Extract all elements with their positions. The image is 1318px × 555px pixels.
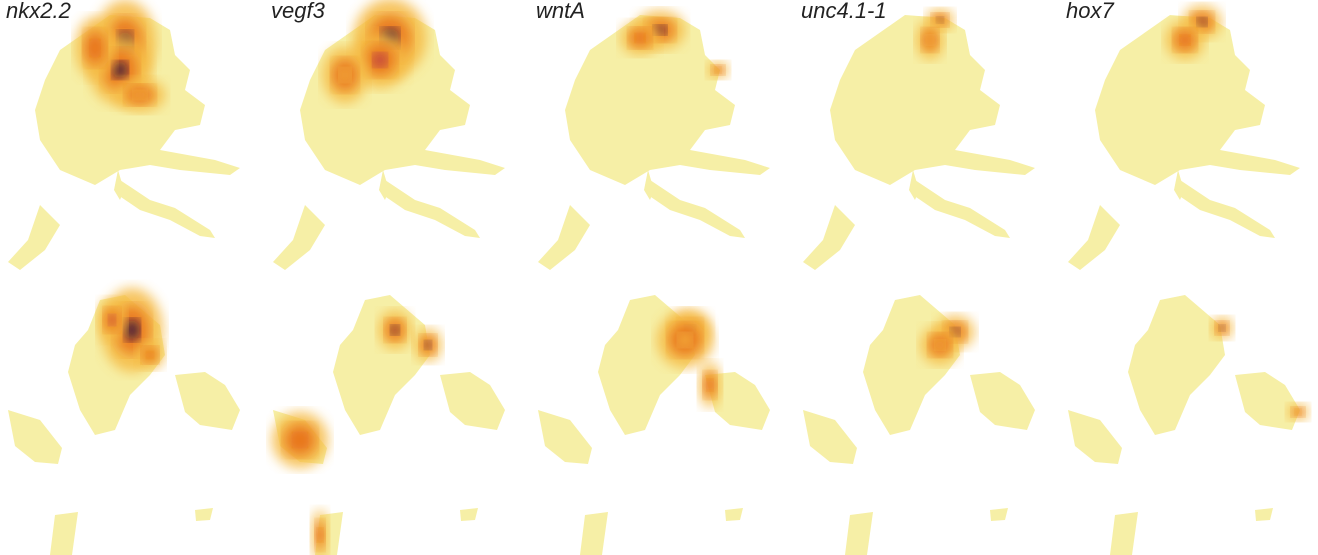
expression-peak [146,351,154,359]
gene-title: wntA [536,0,585,23]
cell-cloud [333,295,430,435]
cell-cloud [50,512,78,555]
cell-cloud [1110,512,1138,555]
cell-cloud [845,512,873,555]
cell-cloud [538,410,592,464]
expression-peak [926,35,934,45]
expression-peak [935,340,945,350]
expression-peak [133,90,147,100]
expression-peak [108,314,116,326]
cell-cloud [538,205,590,270]
cell-cloud [1095,15,1300,185]
cell-cloud [460,508,478,521]
cell-cloud [1255,508,1273,521]
gene-title: vegf3 [271,0,325,23]
umap-panel-0: nkx2.2 [0,0,264,555]
cell-cloud [990,508,1008,521]
expression-peak [678,333,692,347]
cell-cloud [1068,205,1120,270]
cell-cloud [803,410,857,464]
cell-cloud [1068,410,1122,464]
cell-cloud [1178,180,1275,238]
cell-cloud [273,205,325,270]
expression-peak [124,319,140,341]
cell-cloud [175,372,240,430]
expression-peak [707,379,713,391]
cell-cloud [1128,295,1225,435]
umap-plot [538,10,770,555]
cell-cloud [195,508,213,521]
cell-cloud [644,170,654,200]
umap-panel-2: wntA [530,0,794,555]
cell-cloud [913,180,1010,238]
cell-cloud [909,170,919,200]
umap-plot [8,0,240,555]
cell-cloud [1235,372,1300,430]
expression-peak [424,340,432,350]
umap-plot [803,8,1035,555]
cell-cloud [8,410,62,464]
expression-peak [293,433,307,447]
expression-peak [715,67,721,73]
umap-panel-4: hox7 [1060,0,1318,555]
expression-peak [1295,409,1301,415]
expression-peak [1180,35,1190,45]
cell-cloud [118,180,215,238]
gene-title: hox7 [1066,0,1114,23]
cell-cloud [863,295,960,435]
umap-plot [272,0,505,555]
umap-plot [1068,5,1310,555]
expression-peak [339,68,351,82]
expression-peak [317,528,323,542]
expression-peak [1219,325,1225,331]
cell-cloud [114,170,124,200]
expression-peak [90,40,100,56]
cell-cloud [565,15,770,185]
cell-cloud [803,205,855,270]
cell-cloud [440,372,505,430]
cell-cloud [8,205,60,270]
cell-cloud [725,508,743,521]
expression-peak [390,325,400,335]
expression-peak [635,33,645,43]
cell-cloud [648,180,745,238]
gene-title: nkx2.2 [6,0,71,23]
cell-cloud [580,512,608,555]
umap-panel-1: vegf3 [265,0,529,555]
gene-title: unc4.1-1 [801,0,887,23]
cell-cloud [1174,170,1184,200]
expression-peak [936,17,944,23]
cell-cloud [383,180,480,238]
cell-cloud [705,372,770,430]
cell-cloud [970,372,1035,430]
umap-panel-3: unc4.1-1 [795,0,1059,555]
expression-peak [112,61,128,79]
expression-peak [1197,17,1207,27]
cell-cloud [830,15,1035,185]
cell-cloud [379,170,389,200]
expression-peak [373,53,387,67]
